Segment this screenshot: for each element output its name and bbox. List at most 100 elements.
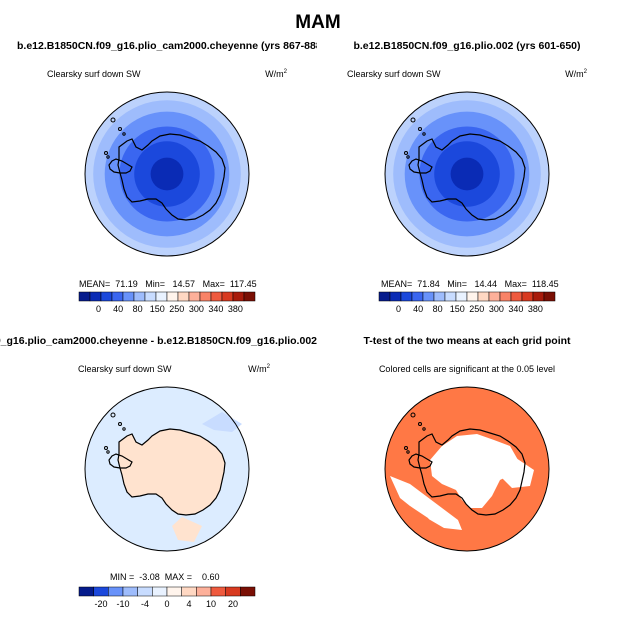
map-boundary bbox=[84, 91, 250, 257]
island bbox=[422, 132, 426, 136]
peninsula-coastline bbox=[108, 158, 133, 174]
colorbar-box bbox=[433, 291, 446, 302]
colorbar-box bbox=[422, 291, 435, 302]
colorbar-box bbox=[510, 291, 523, 302]
insignificant-cells bbox=[430, 434, 518, 508]
island bbox=[110, 117, 116, 123]
island bbox=[418, 422, 422, 426]
ocean-anomaly-band bbox=[202, 412, 242, 432]
island bbox=[106, 450, 110, 454]
stats-text: MEAN= 71.19 Min= 14.57 Max= 117.45 bbox=[79, 279, 257, 289]
colorbar-box bbox=[196, 586, 212, 597]
figure-title: MAM bbox=[295, 12, 341, 33]
significance-note: Colored cells are significant at the 0.0… bbox=[378, 364, 556, 374]
colorbar-box bbox=[240, 586, 256, 597]
peninsula-coastline bbox=[408, 453, 433, 469]
island bbox=[410, 117, 416, 123]
colorbar-box bbox=[144, 291, 157, 302]
colorbar-box bbox=[400, 291, 413, 302]
island bbox=[104, 446, 108, 450]
colorbar-tick-label: 150 bbox=[150, 304, 165, 314]
colorbar-box bbox=[111, 291, 124, 302]
colorbar-tick-label: 10 bbox=[206, 599, 216, 609]
island bbox=[410, 412, 416, 418]
colorbar-box bbox=[243, 291, 256, 302]
colorbar-tick-label: 250 bbox=[469, 304, 484, 314]
island bbox=[122, 427, 126, 431]
colorbar-box bbox=[466, 291, 479, 302]
map-boundary bbox=[384, 91, 550, 257]
peninsula-coastline bbox=[408, 158, 433, 174]
colorbar-tick-label: 0 bbox=[96, 304, 101, 314]
panel-title: b.e12.B1850CN.f09_g16.plio_cam2000.cheye… bbox=[0, 335, 317, 347]
panel-title: T-test of the two means at each grid poi… bbox=[363, 335, 571, 347]
colorbar-box bbox=[137, 586, 153, 597]
units-label: W/m2 bbox=[565, 69, 587, 79]
colorbar-box bbox=[100, 291, 113, 302]
colorbar-box bbox=[532, 291, 545, 302]
island bbox=[418, 127, 422, 131]
colorbar-box bbox=[199, 291, 212, 302]
peninsula-coastline bbox=[108, 453, 133, 469]
island bbox=[122, 132, 126, 136]
colorbar-box bbox=[499, 291, 512, 302]
colorbar-tick-label: -20 bbox=[94, 599, 107, 609]
colorbar-box bbox=[210, 291, 223, 302]
colorbar-tick-label: 0 bbox=[396, 304, 401, 314]
colorbar-tick-label: 80 bbox=[433, 304, 443, 314]
insignificant-cells bbox=[390, 476, 462, 530]
colorbar-tick-label: 250 bbox=[169, 304, 184, 314]
colorbar-box bbox=[78, 291, 91, 302]
contour-band bbox=[150, 157, 184, 191]
colorbar: 0 40 80 150 250 300 340 380 bbox=[78, 291, 256, 314]
coastline bbox=[117, 428, 226, 516]
panel-ttest: T-test of the two means at each grid poi… bbox=[317, 335, 617, 625]
colorbar-box bbox=[210, 586, 226, 597]
panel-difference: b.e12.B1850CN.f09_g16.plio_cam2000.cheye… bbox=[0, 335, 317, 625]
island bbox=[404, 446, 408, 450]
colorbar-tick-label: 4 bbox=[186, 599, 191, 609]
colorbar-box bbox=[89, 291, 102, 302]
variable-label: Clearsky surf down SW bbox=[78, 364, 172, 374]
colorbar-box bbox=[122, 291, 135, 302]
stats-text: MEAN= 71.84 Min= 14.44 Max= 118.45 bbox=[381, 279, 559, 289]
colorbar-box bbox=[225, 586, 241, 597]
insignificant-cells bbox=[494, 458, 534, 488]
colorbar-tick-label: -4 bbox=[141, 599, 149, 609]
map-boundary bbox=[384, 386, 550, 552]
island bbox=[404, 151, 408, 155]
colorbar-box bbox=[155, 291, 168, 302]
colorbar-box bbox=[221, 291, 234, 302]
stats-text: MIN = -3.08 MAX = 0.60 bbox=[110, 572, 220, 582]
colorbar-box bbox=[232, 291, 245, 302]
island bbox=[406, 450, 410, 454]
colorbar-box bbox=[181, 586, 197, 597]
colorbar-tick-label: 20 bbox=[228, 599, 238, 609]
colorbar-box bbox=[477, 291, 490, 302]
colorbar-box bbox=[177, 291, 190, 302]
colorbar: -20 -10 -4 0 4 10 20 bbox=[78, 586, 256, 609]
colorbar-tick-label: 300 bbox=[189, 304, 204, 314]
polar-map bbox=[84, 386, 250, 552]
panel-model-b: b.e12.B1850CN.f09_g16.plio.002 (yrs 601-… bbox=[317, 40, 617, 330]
island bbox=[422, 427, 426, 431]
colorbar-tick-label: 340 bbox=[508, 304, 523, 314]
significant-cells bbox=[410, 506, 440, 536]
contour-band bbox=[450, 157, 484, 191]
units-label: W/m2 bbox=[265, 69, 287, 79]
colorbar-tick-label: 300 bbox=[489, 304, 504, 314]
colorbar-tick-label: 380 bbox=[228, 304, 243, 314]
colorbar-box bbox=[133, 291, 146, 302]
colorbar-tick-label: -10 bbox=[116, 599, 129, 609]
coastline bbox=[117, 133, 226, 221]
variable-label: Clearsky surf down SW bbox=[47, 69, 141, 79]
colorbar-tick-label: 340 bbox=[208, 304, 223, 314]
map-boundary bbox=[84, 386, 250, 552]
colorbar-box bbox=[455, 291, 468, 302]
colorbar-tick-label: 40 bbox=[113, 304, 123, 314]
colorbar-box bbox=[166, 291, 179, 302]
colorbar-box bbox=[488, 291, 501, 302]
colorbar-tick-label: 150 bbox=[450, 304, 465, 314]
variable-label: Clearsky surf down SW bbox=[347, 69, 441, 79]
island bbox=[110, 412, 116, 418]
